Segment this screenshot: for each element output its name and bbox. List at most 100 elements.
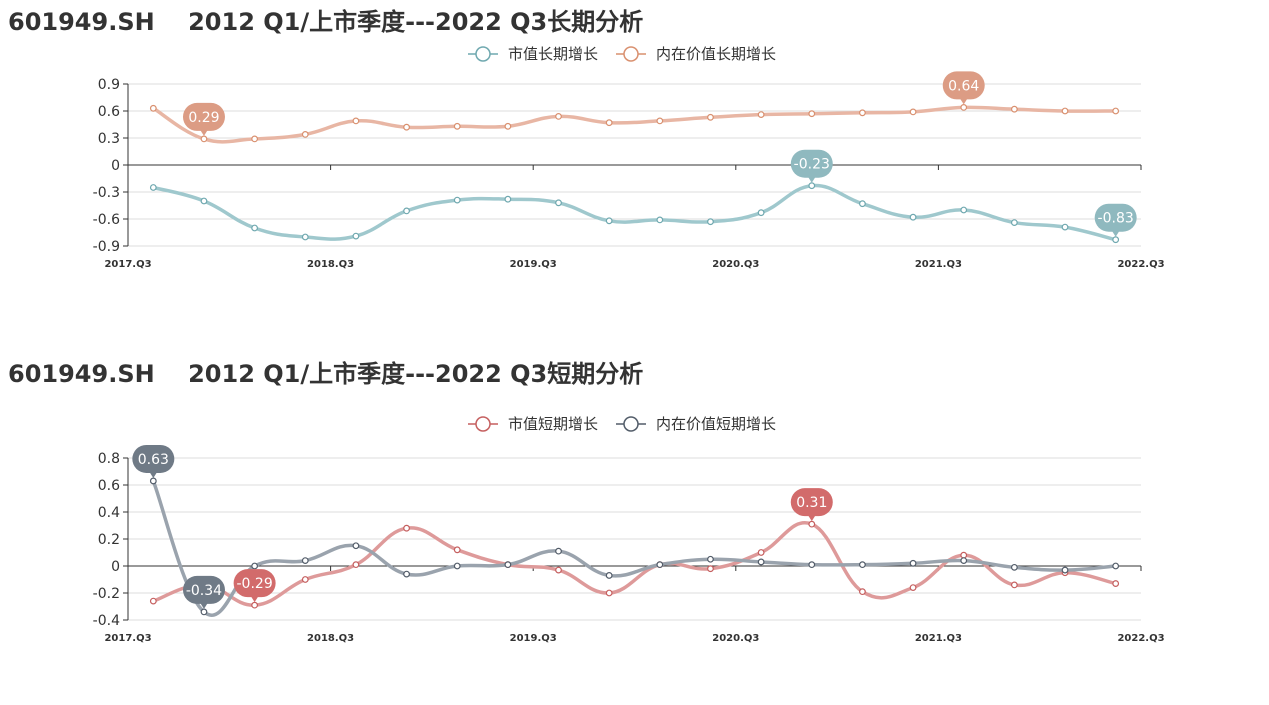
data-point[interactable] [757,111,765,118]
data-point[interactable] [555,547,562,555]
data-point[interactable] [960,206,968,214]
data-point[interactable] [352,117,360,125]
data-point[interactable] [1061,566,1069,574]
data-point[interactable] [453,196,461,204]
data-point[interactable] [251,562,259,570]
data-point[interactable] [1112,236,1120,244]
data-point[interactable] [251,224,259,232]
data-point[interactable] [707,113,714,121]
series-line [152,183,1117,242]
data-point[interactable] [200,135,208,143]
data-point[interactable] [504,561,512,569]
data-point[interactable] [504,195,512,203]
data-point[interactable] [555,566,562,574]
data-point[interactable] [859,588,866,596]
data-point[interactable] [656,117,664,125]
data-point[interactable] [301,557,309,565]
data-point[interactable] [200,608,208,616]
data-point[interactable] [301,130,309,138]
data-point[interactable] [909,108,917,116]
data-point[interactable] [605,217,613,225]
data-point[interactable] [960,103,968,111]
x-tick-label: 2022.Q3 [1117,633,1164,644]
series-1 [149,103,1120,144]
data-point[interactable] [453,546,461,554]
data-point[interactable] [149,104,157,112]
data-point[interactable] [1112,562,1120,570]
legend-item-0[interactable]: 市值长期增长 [468,45,598,63]
data-point[interactable] [301,233,309,241]
data-point[interactable] [909,584,917,592]
data-point[interactable] [808,110,816,118]
data-point[interactable] [605,572,613,579]
data-point[interactable] [352,232,360,240]
data-point[interactable] [656,561,664,569]
data-point[interactable] [1061,107,1069,115]
data-point[interactable] [960,551,968,559]
data-point[interactable] [200,197,208,205]
data-point[interactable] [1112,580,1120,587]
legend-item-1[interactable]: 内在价值长期增长 [616,45,776,63]
data-point[interactable] [605,589,613,597]
marker-label: 0.63 [138,452,169,468]
x-tick-label: 2017.Q3 [104,633,151,644]
data-point[interactable] [403,570,410,578]
data-point[interactable] [960,557,968,565]
data-point[interactable] [453,562,461,570]
y-tick-label: -0.2 [93,586,120,602]
legend-item-1[interactable]: 内在价值短期增长 [616,415,776,433]
x-tick-label: 2018.Q3 [307,259,354,270]
legend-symbol [623,46,639,62]
data-point[interactable] [707,218,714,226]
x-tick-label: 2020.Q3 [712,259,759,270]
long-term-chart-title: 601949.SH 2012 Q1/上市季度---2022 Q3长期分析 [8,8,644,36]
data-point[interactable] [352,542,360,550]
data-point[interactable] [301,576,309,583]
data-point[interactable] [1010,581,1018,589]
data-point[interactable] [403,207,410,215]
data-point[interactable] [149,597,157,605]
data-point[interactable] [656,216,664,224]
data-point[interactable] [707,565,714,573]
data-point[interactable] [403,524,410,532]
x-tick-label: 2019.Q3 [510,259,557,270]
marker-label: 0.64 [948,78,979,94]
data-point[interactable] [859,109,866,117]
data-point[interactable] [859,200,866,208]
data-point[interactable] [251,601,259,609]
data-point[interactable] [909,559,917,567]
data-point[interactable] [149,184,157,191]
data-point[interactable] [859,561,866,569]
y-tick-label: 0 [111,158,120,174]
data-point[interactable] [757,549,765,556]
data-point[interactable] [504,122,512,130]
data-point[interactable] [149,477,157,485]
data-point[interactable] [707,555,714,563]
marker-pin-body [182,575,225,604]
data-point[interactable] [1112,107,1120,115]
data-point[interactable] [808,561,816,569]
data-point[interactable] [555,199,562,207]
data-point[interactable] [1010,105,1018,113]
data-point[interactable] [1010,563,1018,571]
data-point[interactable] [453,122,461,130]
data-point[interactable] [808,182,816,190]
data-point[interactable] [757,209,765,217]
x-tick-label: 2019.Q3 [510,633,557,644]
data-point[interactable] [757,558,765,566]
y-tick-label: 0.2 [98,532,120,548]
legend-symbol [623,416,639,432]
data-point[interactable] [808,520,816,528]
data-point[interactable] [403,123,410,131]
data-point[interactable] [352,561,360,569]
data-point[interactable] [1010,219,1018,227]
data-point[interactable] [909,213,917,221]
short-term-chart-title: 601949.SH 2012 Q1/上市季度---2022 Q3短期分析 [8,360,644,388]
marker-pin-body [790,488,833,517]
marker-pin-body [233,569,276,598]
data-point[interactable] [1061,223,1069,231]
data-point[interactable] [555,112,562,120]
legend-item-0[interactable]: 市值短期增长 [468,415,598,433]
data-point[interactable] [251,135,259,143]
data-point[interactable] [605,119,613,127]
